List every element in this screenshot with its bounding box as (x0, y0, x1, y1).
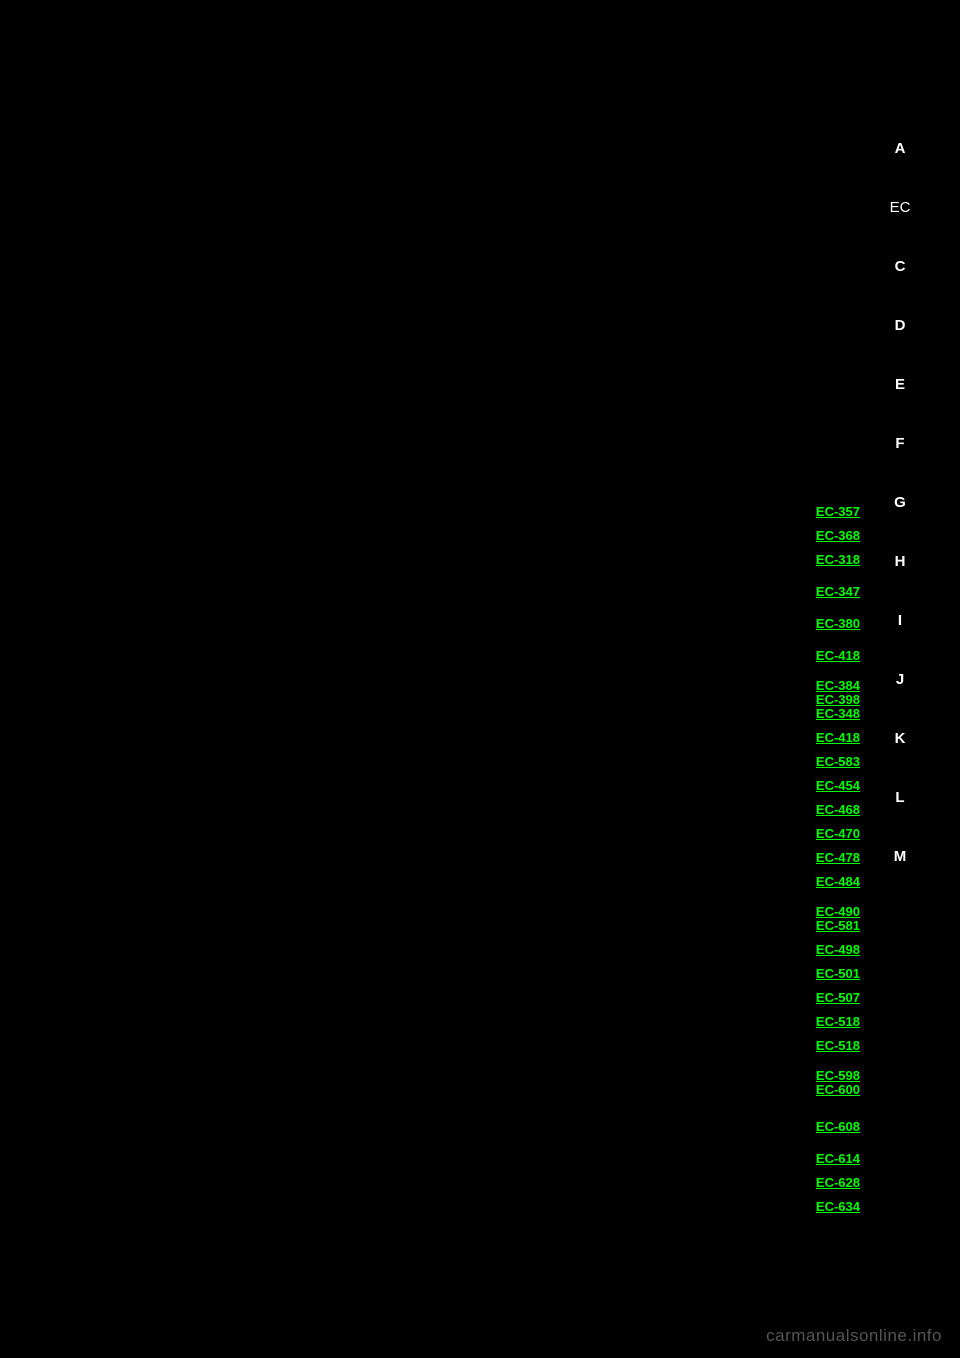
section-nav: A EC C D E F G H I J K L M (888, 140, 912, 865)
page-ref-link[interactable]: EC-380 (816, 617, 860, 630)
page-ref-link[interactable]: EC-454 (816, 779, 860, 792)
page-ref-link[interactable]: EC-608 (816, 1120, 860, 1133)
section-tab-ec[interactable]: EC (888, 199, 912, 216)
page-ref-link[interactable]: EC-498 (816, 943, 860, 956)
section-tab-c[interactable]: C (888, 258, 912, 275)
page-ref-link[interactable]: EC-581 (816, 919, 860, 932)
section-tab-f[interactable]: F (888, 435, 912, 452)
page-ref-link[interactable]: EC-634 (816, 1200, 860, 1213)
page-ref-link[interactable]: EC-518 (816, 1039, 860, 1052)
section-tab-h[interactable]: H (888, 553, 912, 570)
page-ref-link[interactable]: EC-600 (816, 1083, 860, 1096)
page-ref-link[interactable]: EC-357 (816, 505, 860, 518)
page-ref-link[interactable]: EC-583 (816, 755, 860, 768)
page-ref-link[interactable]: EC-468 (816, 803, 860, 816)
page-ref-link[interactable]: EC-470 (816, 827, 860, 840)
page-ref-link[interactable]: EC-614 (816, 1152, 860, 1165)
page-ref-link[interactable]: EC-418 (816, 649, 860, 662)
section-tab-g[interactable]: G (888, 494, 912, 511)
section-tab-m[interactable]: M (888, 848, 912, 865)
page-ref-link[interactable]: EC-398 (816, 693, 860, 706)
page-ref-link[interactable]: EC-348 (816, 707, 860, 720)
section-tab-i[interactable]: I (888, 612, 912, 629)
section-tab-d[interactable]: D (888, 317, 912, 334)
page-ref-link[interactable]: EC-518 (816, 1015, 860, 1028)
page-ref-link[interactable]: EC-501 (816, 967, 860, 980)
page-reference-links: EC-357 EC-368 EC-318 EC-347 EC-380 EC-418 EC-3… (816, 505, 860, 1224)
section-tab-l[interactable]: L (888, 789, 912, 806)
page-ref-link[interactable]: EC-490 (816, 905, 860, 918)
page-ref-link[interactable]: EC-368 (816, 529, 860, 542)
page-ref-link[interactable]: EC-628 (816, 1176, 860, 1189)
section-tab-k[interactable]: K (888, 730, 912, 747)
page-ref-link[interactable]: EC-418 (816, 731, 860, 744)
section-tab-j[interactable]: J (888, 671, 912, 688)
section-tab-a[interactable]: A (888, 140, 912, 157)
page-ref-link[interactable]: EC-484 (816, 875, 860, 888)
section-tab-e[interactable]: E (888, 376, 912, 393)
watermark-text: carmanualsonline.info (766, 1326, 942, 1346)
page-ref-link[interactable]: EC-598 (816, 1069, 860, 1082)
page-ref-link[interactable]: EC-347 (816, 585, 860, 598)
page-ref-link[interactable]: EC-318 (816, 553, 860, 566)
page-ref-link[interactable]: EC-478 (816, 851, 860, 864)
page-ref-link[interactable]: EC-384 (816, 679, 860, 692)
page-ref-link[interactable]: EC-507 (816, 991, 860, 1004)
